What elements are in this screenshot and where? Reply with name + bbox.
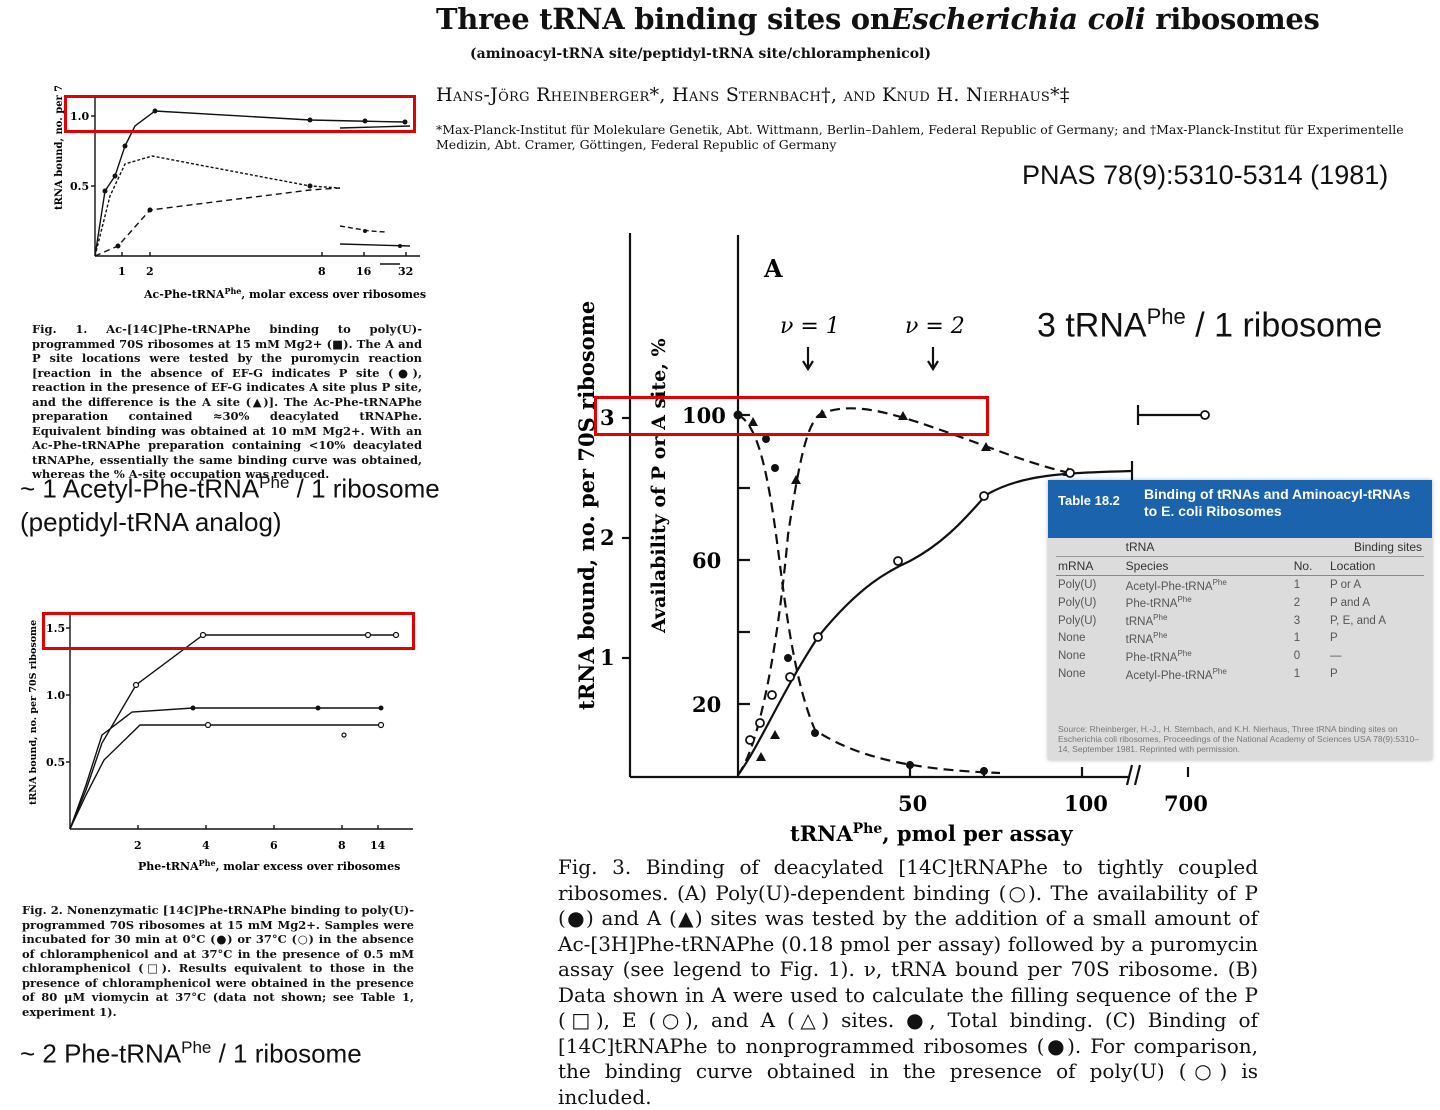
fig2-xtick: 6 <box>270 839 278 852</box>
fig3-caption: Fig. 3. Binding of deacylated [14C]tRNAP… <box>558 855 1258 1109</box>
fig3-ytick-left: 1 <box>600 645 615 670</box>
fig2-xtick: 14 <box>370 839 386 852</box>
fig2-xtick: 4 <box>202 839 210 852</box>
fig3-xtick: 50 <box>898 791 927 816</box>
table-row: Poly(U) Acetyl-Phe-tRNAPhe 1 P or A <box>1058 577 1362 593</box>
fig2-ytick: 1.5 <box>46 622 65 635</box>
table-col-no: No. <box>1291 556 1328 576</box>
table-row: None Phe-tRNAPhe 0— <box>1058 648 1342 664</box>
note-three-trna: 3 tRNAPhe / 1 ribosome <box>1037 304 1383 345</box>
fig1-xtick: 32 <box>398 265 413 278</box>
fig3-ytick-left: 2 <box>600 525 615 550</box>
table-source: Source: Rheinberger, H.-J., H. Sternbach… <box>1058 724 1419 754</box>
fig1-xlabel: Ac-Phe-tRNAPhe, molar excess over riboso… <box>143 286 426 301</box>
table-body: tRNA Binding sites mRNA Species No. Loca… <box>1056 538 1424 683</box>
fig1-xtick: 16 <box>356 265 372 278</box>
paper-affiliation: *Max-Planck-Institut für Molekulare Gene… <box>436 122 1404 152</box>
figure-1-plot: tRNA bound, no. per 70S ribosome 1.0 0.5… <box>54 86 426 301</box>
paper-authors: Hans-Jörg Rheinberger*, Hans Sternbach†,… <box>436 84 1070 106</box>
table-col-location: Location <box>1327 556 1424 576</box>
table-col-species: Species <box>1123 556 1292 576</box>
highlight-box-fig1 <box>64 95 416 133</box>
fig2-xlabel: Phe-tRNAPhe, molar excess over ribosomes <box>138 858 400 873</box>
table-row: Poly(U) Phe-tRNAPhe 2 P and A <box>1058 595 1371 611</box>
fig1-ytick: 1.0 <box>70 110 89 123</box>
table-title: Binding of tRNAs and Aminoacyl-tRNAs to … <box>1144 486 1411 519</box>
table-row: Poly(U) tRNAPhe 3 P, E, and A <box>1058 613 1387 628</box>
fig1-ytick: 0.5 <box>70 180 89 193</box>
fig3-nu1-label: ν = 1 <box>780 314 840 339</box>
table-header: Table 18.2 Binding of tRNAs and Aminoacy… <box>1048 480 1432 538</box>
note-acetyl-phe-trna: ~ 1 Acetyl-Phe-tRNAPhe / 1 ribosome (pept… <box>20 473 440 537</box>
fig2-xtick: 2 <box>134 839 142 852</box>
fig2-ylabel: tRNA bound, no. per 70S ribosome <box>28 620 39 805</box>
table-group-binding-sites: Binding sites <box>1291 538 1424 557</box>
fig3-ytick-right: 60 <box>692 548 721 573</box>
fig3-panel-label: A <box>763 254 783 283</box>
fig3-ylabel-right: Availability of P or A site, % <box>648 338 670 634</box>
fig2-xtick: 8 <box>338 839 346 852</box>
fig2-ytick: 1.0 <box>46 689 65 702</box>
table-row: None Acetyl-Phe-tRNAPhe 1 P <box>1058 666 1338 682</box>
paper-keywords: (aminoacyl-tRNA site/peptidyl-tRNA site/… <box>470 46 931 62</box>
table-col-mrna: mRNA <box>1056 556 1124 576</box>
fig3-ytick-left: 3 <box>600 405 615 430</box>
fig1-xtick: 2 <box>146 265 154 278</box>
paper-title: Three tRNA binding sites onEscherichia c… <box>436 2 1320 36</box>
fig3-xtick: 700 <box>1164 791 1208 816</box>
fig1-xtick: 1 <box>118 265 126 278</box>
fig3-ytick-right: 20 <box>692 692 721 717</box>
highlight-box-fig2 <box>42 612 415 650</box>
fig3-xlabel: tRNAPhe, pmol per assay <box>790 821 1073 846</box>
table-18-2: Table 18.2 Binding of tRNAs and Aminoacy… <box>1048 480 1432 760</box>
fig3-nu2-label: ν = 2 <box>905 314 965 339</box>
figure-3-plot: tRNA bound, no. per 70S ribosome Availab… <box>574 233 1210 846</box>
table-row: None tRNAPhe 1 P <box>1058 630 1338 646</box>
fig1-ylabel: tRNA bound, no. per 70S ribosome <box>54 86 65 210</box>
fig1-xtick: 8 <box>318 265 326 278</box>
fig3-ytick-right: 100 <box>682 403 726 428</box>
fig1-caption: Fig. 1. Ac-[14C]Phe-tRNAPhe binding to p… <box>32 322 422 481</box>
highlight-box-fig3 <box>594 396 989 436</box>
note-phe-trna: ~ 2 Phe-tRNAPhe / 1 ribosome <box>20 1038 362 1069</box>
fig2-caption: Fig. 2. Nonenzymatic [14C]Phe-tRNAPhe bi… <box>22 903 414 1019</box>
table-number: Table 18.2 <box>1058 493 1120 508</box>
fig3-xtick: 100 <box>1064 791 1108 816</box>
figure-2-plot: tRNA bound, no. per 70S ribosome 1.5 1.0… <box>28 615 413 873</box>
fig2-ytick: 0.5 <box>46 756 65 769</box>
citation: PNAS 78(9):5310-5314 (1981) <box>1022 160 1389 190</box>
fig3-ylabel-left: tRNA bound, no. per 70S ribosome <box>574 301 599 710</box>
table-group-trna: tRNA <box>1123 538 1292 557</box>
